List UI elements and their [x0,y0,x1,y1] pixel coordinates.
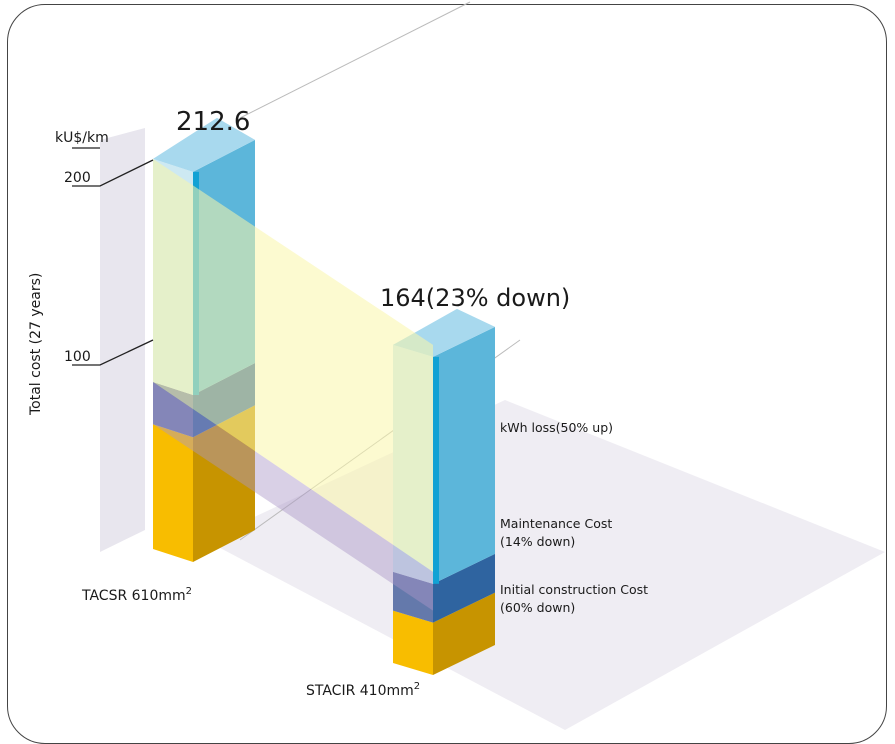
bar-1-initial-side [193,405,255,562]
category-label-1: TACSR 610mm2 [81,586,192,604]
bar-1-total-label: 212.6 [176,107,250,137]
annotation-1: kWh loss(50% up) [500,420,613,435]
bar-2-initial-side [433,592,495,675]
bar-2-initial-front [393,610,433,675]
link-maintenance [153,382,433,611]
bar-2-total-label: 164(23% down) [380,284,570,312]
y-tick-label-200: 200 [64,170,91,186]
unit-label: kU$/km [55,130,109,146]
link-kwh [153,158,433,572]
bar-1-initial-front [153,424,193,562]
bar-2-maintenance-front [393,571,433,623]
y-tick-100 [72,339,154,366]
bar-2-maintenance-side [433,553,495,623]
bar-2-edge-stripe [433,356,439,584]
y-tick-label-100: 100 [64,349,91,365]
annotation-3: Initial construction Cost [500,582,648,597]
annotation-2: Maintenance Cost [500,516,612,531]
annotation-2-line2: (14% down) [500,534,575,549]
category-label-2: STACIR 410mm2 [306,681,420,699]
annotation-3-line2: (60% down) [500,600,575,615]
y-axis-title: Total cost (27 years) [28,273,44,416]
bar-1-top [153,117,255,172]
bar-2-kwh-side [433,326,495,584]
back-guide-line [239,1,471,119]
y-axis-wall [100,128,145,552]
y-tick-200 [72,159,154,187]
